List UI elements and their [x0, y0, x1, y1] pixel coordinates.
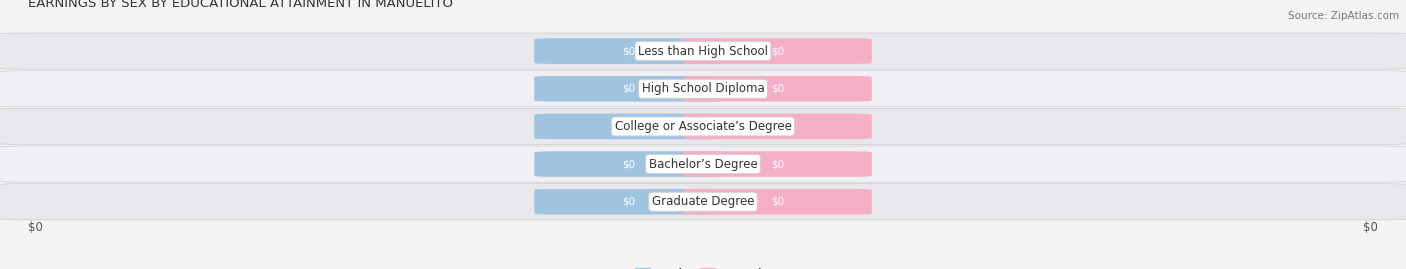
FancyBboxPatch shape	[534, 114, 723, 139]
FancyBboxPatch shape	[534, 151, 723, 177]
FancyBboxPatch shape	[0, 71, 1406, 107]
Text: $0: $0	[770, 84, 783, 94]
Text: $0: $0	[770, 197, 783, 207]
FancyBboxPatch shape	[683, 76, 872, 102]
Text: College or Associate’s Degree: College or Associate’s Degree	[614, 120, 792, 133]
Text: EARNINGS BY SEX BY EDUCATIONAL ATTAINMENT IN MANUELITO: EARNINGS BY SEX BY EDUCATIONAL ATTAINMEN…	[28, 0, 453, 10]
FancyBboxPatch shape	[0, 184, 1406, 220]
FancyBboxPatch shape	[683, 114, 872, 139]
FancyBboxPatch shape	[534, 189, 723, 215]
Text: $0: $0	[770, 121, 783, 132]
Text: $0: $0	[623, 46, 636, 56]
FancyBboxPatch shape	[534, 38, 723, 64]
Text: $0: $0	[623, 197, 636, 207]
Text: Less than High School: Less than High School	[638, 45, 768, 58]
Text: $0: $0	[623, 121, 636, 132]
Text: High School Diploma: High School Diploma	[641, 82, 765, 95]
FancyBboxPatch shape	[0, 146, 1406, 182]
Text: Source: ZipAtlas.com: Source: ZipAtlas.com	[1288, 11, 1399, 21]
Text: $0: $0	[770, 159, 783, 169]
Text: $0: $0	[623, 159, 636, 169]
Text: Graduate Degree: Graduate Degree	[652, 195, 754, 208]
FancyBboxPatch shape	[534, 76, 723, 102]
Text: Bachelor’s Degree: Bachelor’s Degree	[648, 158, 758, 171]
FancyBboxPatch shape	[683, 151, 872, 177]
FancyBboxPatch shape	[0, 108, 1406, 144]
Text: $0: $0	[623, 84, 636, 94]
Text: $0: $0	[28, 221, 44, 234]
Legend: Male, Female: Male, Female	[630, 263, 776, 269]
FancyBboxPatch shape	[683, 189, 872, 215]
Text: $0: $0	[1362, 221, 1378, 234]
FancyBboxPatch shape	[683, 38, 872, 64]
Text: $0: $0	[770, 46, 783, 56]
FancyBboxPatch shape	[0, 33, 1406, 69]
